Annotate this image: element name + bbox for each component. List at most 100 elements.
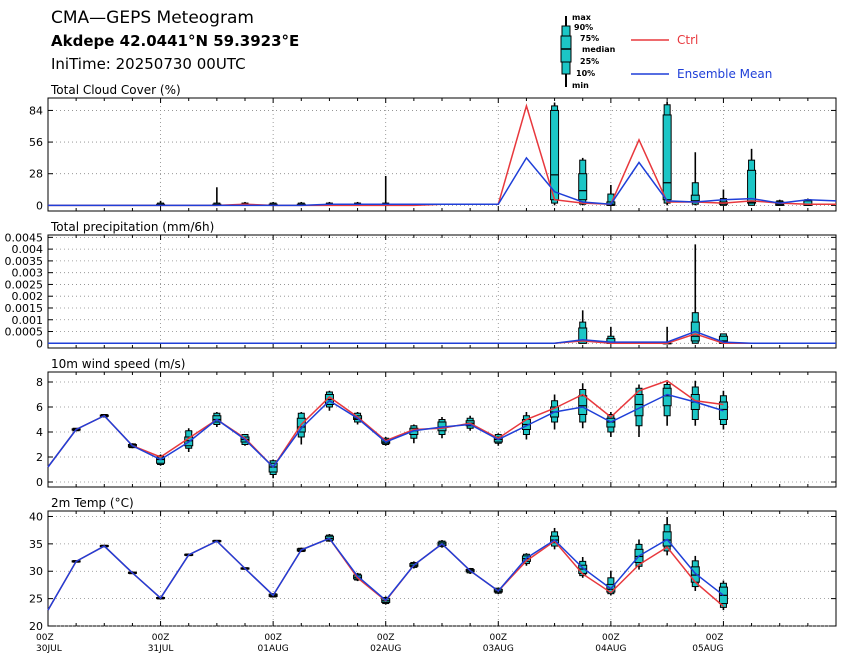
legend-mean-label: Ensemble Mean xyxy=(677,67,772,81)
x-tick-label-hour: 00Z xyxy=(36,633,54,643)
legend-lower-box xyxy=(561,61,571,75)
box-legend: max 90% 75% median 25% 10% min xyxy=(560,13,616,90)
x-tick-label-date: 30JUL xyxy=(36,644,62,654)
box-p10-p90 xyxy=(691,182,699,205)
y-tick-label: 8 xyxy=(36,376,43,389)
page-title: CMA—GEPS Meteogram xyxy=(51,8,254,28)
y-tick-label: 0.0035 xyxy=(5,255,44,268)
legend-max-label: max xyxy=(572,13,592,22)
y-tick-label: 0 xyxy=(36,476,43,489)
box-p25-p75 xyxy=(578,173,588,201)
y-tick-label: 0.0015 xyxy=(5,302,44,315)
y-tick-label: 0 xyxy=(36,337,43,350)
x-tick-label-hour: 00Z xyxy=(152,633,170,643)
ensemble-box xyxy=(578,310,588,344)
panel-wind-speed: 0 2 4 6 8 xyxy=(36,371,837,489)
y-tick-label: 0.0025 xyxy=(5,278,44,291)
panel-title-temp: 2m Temp (°C) xyxy=(51,496,134,510)
panel-precipitation: 00.00050.0010.00150.0020.00250.0030.0035… xyxy=(5,231,837,350)
time-axis: 00Z30JUL00Z31JUL00Z01AUG00Z02AUG00Z03AUG… xyxy=(36,633,723,654)
legend-p75-label: 75% xyxy=(580,34,599,43)
y-tick-label: 35 xyxy=(29,538,43,551)
location-label: Akdepe 42.0441°N 59.3923°E xyxy=(51,32,299,50)
x-tick-label-date: 05AUG xyxy=(692,644,723,654)
box-p25-p75 xyxy=(578,395,588,415)
ensemble-box xyxy=(550,102,560,206)
y-tick-label: 4 xyxy=(36,426,43,439)
panel-cloud-cover: 0 28 56 84 xyxy=(29,97,837,212)
y-tick-label: 40 xyxy=(29,510,43,523)
init-time-label: IniTime: 20250730 00UTC xyxy=(51,55,246,73)
ensemble-mean-line xyxy=(47,393,724,469)
legend-p25-label: 25% xyxy=(580,57,599,66)
legend-outer-box xyxy=(561,25,571,37)
x-tick-label-date: 02AUG xyxy=(370,644,401,654)
box-p25-p75 xyxy=(634,394,644,417)
x-tick-label-date: 03AUG xyxy=(483,644,514,654)
y-tick-label: 20 xyxy=(29,620,43,633)
ctrl-series-line xyxy=(47,379,724,469)
ensemble-box xyxy=(747,148,757,206)
x-tick-label-date: 01AUG xyxy=(258,644,289,654)
box-p25-p75 xyxy=(578,327,588,344)
ensemble-box xyxy=(381,175,391,206)
box-p25-p75 xyxy=(662,114,672,201)
ensemble-box xyxy=(606,412,616,437)
ensemble-box xyxy=(409,424,419,444)
ensemble-box xyxy=(606,326,616,344)
ensemble-box xyxy=(690,244,700,344)
panel-title-cloud: Total Cloud Cover (%) xyxy=(50,83,181,97)
legend-min-label: min xyxy=(572,81,589,90)
x-tick-label-hour: 00Z xyxy=(377,633,395,643)
line-legend: Ctrl Ensemble Mean xyxy=(631,33,772,81)
x-tick-label-hour: 00Z xyxy=(706,633,724,643)
ensemble-box xyxy=(606,185,616,206)
y-tick-label: 30 xyxy=(29,565,43,578)
y-tick-label: 0 xyxy=(36,199,43,212)
box-p25-p75 xyxy=(550,109,560,201)
y-tick-label: 28 xyxy=(29,168,43,181)
ensemble-box xyxy=(662,382,672,426)
ensemble-mean-line xyxy=(48,330,836,345)
y-tick-label: 0.003 xyxy=(12,267,44,280)
box-p25-p75 xyxy=(662,387,672,407)
y-tick-label: 0.0005 xyxy=(5,326,44,339)
legend-p10-label: 10% xyxy=(576,69,595,78)
y-tick-label: 84 xyxy=(29,104,43,117)
y-tick-label: 6 xyxy=(36,401,43,414)
legend-ctrl-label: Ctrl xyxy=(677,33,698,47)
y-tick-label: 25 xyxy=(29,593,43,606)
y-tick-label: 56 xyxy=(29,136,43,149)
ensemble-box xyxy=(634,384,644,437)
plot-frame xyxy=(47,97,837,212)
ensemble-box xyxy=(578,383,588,429)
ctrl-series-line xyxy=(48,333,836,345)
ensemble-mean-line xyxy=(48,156,837,207)
x-tick-label-hour: 00Z xyxy=(602,633,620,643)
ensemble-box xyxy=(690,152,700,206)
y-tick-label: 0.002 xyxy=(12,290,44,303)
ensemble-box xyxy=(578,157,588,206)
legend-median-label: median xyxy=(582,45,616,54)
plot-frame xyxy=(47,234,837,349)
ensemble-box xyxy=(550,527,560,550)
box-p25-p75 xyxy=(747,169,757,204)
x-tick-label-hour: 00Z xyxy=(264,633,282,643)
panel-title-wind: 10m wind speed (m/s) xyxy=(51,357,185,371)
x-tick-label-date: 31JUL xyxy=(148,644,174,654)
y-tick-label: 0.001 xyxy=(12,314,44,327)
ensemble-mean-line xyxy=(47,537,724,611)
ctrl-series-line xyxy=(48,103,836,207)
panel-title-precip: Total precipitation (mm/6h) xyxy=(50,220,214,234)
y-tick-label: 0.004 xyxy=(12,243,44,256)
x-tick-label-date: 04AUG xyxy=(595,644,626,654)
box-p25-p75 xyxy=(803,200,813,206)
ensemble-box xyxy=(662,101,672,206)
ensemble-box xyxy=(212,187,222,206)
legend-p90-label: 90% xyxy=(574,23,593,32)
panel-temperature: 20 25 30 35 40 xyxy=(29,510,837,633)
y-tick-label: 0.0045 xyxy=(5,231,44,244)
plot-frame xyxy=(47,510,837,627)
y-tick-label: 2 xyxy=(36,451,43,464)
